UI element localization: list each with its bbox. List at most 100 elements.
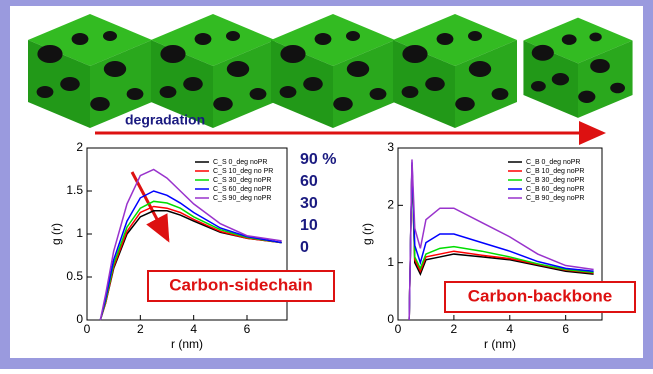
legend-label: C_B 0_deg noPR bbox=[526, 159, 580, 166]
series-line bbox=[99, 190, 282, 321]
cube-void bbox=[303, 77, 323, 91]
cube bbox=[523, 17, 633, 118]
cube-void bbox=[103, 61, 127, 77]
cube-left bbox=[28, 40, 90, 128]
cube-void bbox=[333, 97, 353, 111]
series-line bbox=[408, 159, 594, 321]
cube-void bbox=[37, 45, 63, 63]
cube-void bbox=[590, 58, 610, 74]
x-tick-label: 4 bbox=[506, 322, 513, 336]
y-tick-label: 0 bbox=[76, 312, 83, 326]
cube-void bbox=[36, 86, 54, 98]
annotation: Carbon-backbone bbox=[468, 286, 613, 305]
x-tick-label: 6 bbox=[244, 322, 251, 336]
legend-label: C_B 60_deg noPR bbox=[526, 186, 584, 193]
legend-label: C_S 0_deg noPR bbox=[213, 159, 267, 166]
trend-arrow bbox=[130, 171, 170, 243]
cube-void bbox=[491, 88, 509, 100]
cube bbox=[151, 14, 275, 128]
y-axis-label: g (r) bbox=[49, 223, 63, 245]
series-line bbox=[99, 200, 282, 321]
cube-void bbox=[610, 82, 625, 94]
cube-void bbox=[103, 31, 117, 41]
cube-void bbox=[578, 90, 596, 103]
percent-label: 60 bbox=[300, 173, 318, 190]
cube-void bbox=[71, 33, 89, 45]
cube-void bbox=[531, 44, 554, 61]
cube-left bbox=[523, 40, 578, 118]
cube-left bbox=[271, 40, 333, 128]
cube-void bbox=[194, 33, 212, 45]
x-tick-label: 0 bbox=[84, 322, 91, 336]
cube-void bbox=[226, 61, 250, 77]
cube-left bbox=[393, 40, 455, 128]
cube-void bbox=[346, 61, 370, 77]
y-tick-label: 2 bbox=[387, 198, 394, 212]
annotation-box bbox=[444, 281, 636, 313]
x-tick-label: 0 bbox=[395, 322, 402, 336]
cube-void bbox=[531, 80, 546, 92]
percent-label: 90 % bbox=[300, 151, 336, 168]
cube-void bbox=[280, 45, 306, 63]
cube-void bbox=[401, 86, 419, 98]
series-line bbox=[408, 162, 594, 321]
cube-void bbox=[436, 33, 454, 45]
y-tick-label: 1 bbox=[76, 226, 83, 240]
y-axis-label: g (r) bbox=[360, 223, 374, 245]
legend-label: C_S 90_deg noPR bbox=[213, 195, 271, 202]
cube-images bbox=[28, 14, 633, 128]
legend-label: C_B 30_deg noPR bbox=[526, 177, 584, 184]
percent-label: 0 bbox=[300, 239, 309, 256]
cube-void bbox=[90, 97, 110, 111]
annotation: Carbon-sidechain bbox=[169, 275, 313, 294]
y-tick-label: 1 bbox=[387, 255, 394, 269]
y-tick-label: 0.5 bbox=[66, 269, 83, 283]
cube-void bbox=[346, 31, 360, 41]
cube-void bbox=[425, 77, 445, 91]
cube-void bbox=[126, 88, 144, 100]
legend-label: C_S 10_deg no PR bbox=[213, 168, 273, 175]
y-tick-label: 2 bbox=[76, 140, 83, 154]
arrow-label: degradation bbox=[125, 112, 205, 128]
x-tick-label: 2 bbox=[137, 322, 144, 336]
percent-label: 30 bbox=[300, 195, 318, 212]
cube-void bbox=[213, 97, 233, 111]
cube-void bbox=[561, 34, 577, 45]
x-axis-label: r (nm) bbox=[171, 337, 203, 351]
cube-void bbox=[60, 77, 80, 91]
plot-frame bbox=[397, 147, 603, 321]
x-tick-label: 6 bbox=[562, 322, 569, 336]
cube-void bbox=[369, 88, 387, 100]
x-tick-label: 2 bbox=[451, 322, 458, 336]
cube-void bbox=[589, 32, 602, 42]
series-line bbox=[99, 168, 282, 321]
percent-label: 10 bbox=[300, 217, 318, 234]
cube-void bbox=[314, 33, 332, 45]
cube-void bbox=[226, 31, 240, 41]
cube-void bbox=[159, 86, 177, 98]
cube-void bbox=[551, 73, 570, 86]
cube-void bbox=[402, 45, 428, 63]
legend-label: C_B 90_deg noPR bbox=[526, 195, 584, 202]
cube-top bbox=[523, 17, 633, 64]
cube-void bbox=[468, 31, 482, 41]
cube bbox=[28, 14, 152, 128]
legend-label: C_B 10_deg noPR bbox=[526, 168, 584, 175]
cube-void bbox=[279, 86, 297, 98]
annotation-box bbox=[147, 270, 335, 302]
y-tick-label: 1.5 bbox=[66, 183, 83, 197]
cube bbox=[271, 14, 395, 128]
cube-void bbox=[249, 88, 267, 100]
legend-label: C_S 60_deg noPR bbox=[213, 186, 271, 193]
y-tick-label: 0 bbox=[387, 312, 394, 326]
cube-void bbox=[455, 97, 475, 111]
legend-label: C_S 30_deg noPR bbox=[213, 177, 271, 184]
cube-void bbox=[468, 61, 492, 77]
x-tick-label: 4 bbox=[190, 322, 197, 336]
y-tick-label: 3 bbox=[387, 140, 394, 154]
cube bbox=[393, 14, 517, 128]
cube-void bbox=[160, 45, 186, 63]
cube-void bbox=[183, 77, 203, 91]
